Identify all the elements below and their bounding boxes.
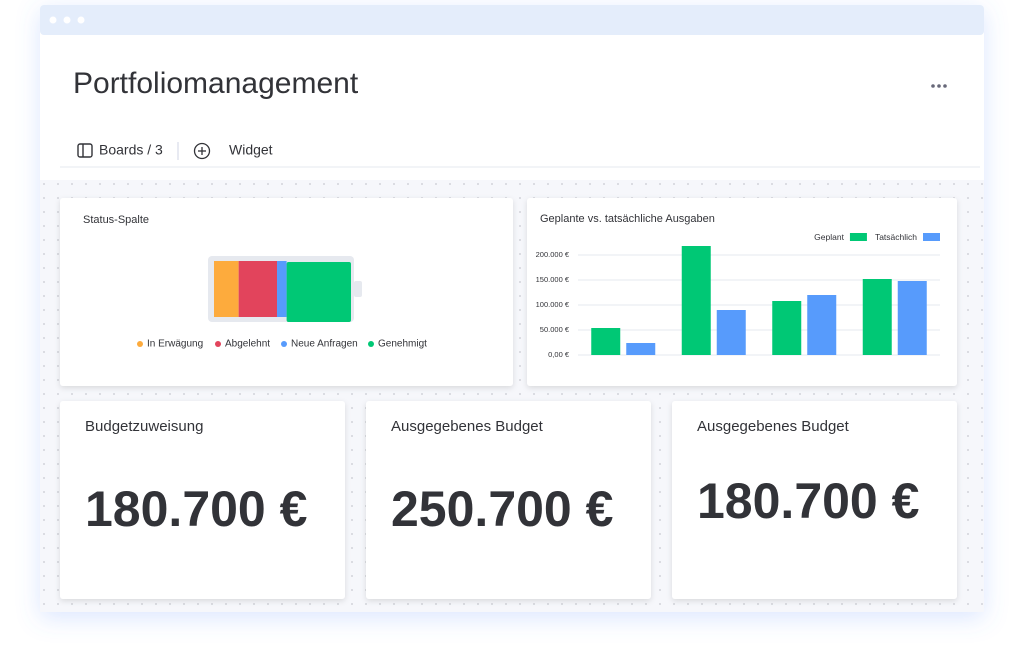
y-tick-label: 150.000 € bbox=[536, 275, 570, 284]
legend-dot bbox=[137, 341, 143, 347]
window-dot[interactable] bbox=[49, 16, 57, 24]
more-menu[interactable] bbox=[931, 84, 947, 88]
window-dot[interactable] bbox=[77, 16, 85, 24]
bar bbox=[897, 281, 927, 355]
status-title: Status-Spalte bbox=[83, 214, 149, 226]
battery-tip bbox=[354, 281, 362, 297]
y-tick-label: 0,00 € bbox=[548, 350, 570, 359]
legend-dot bbox=[281, 341, 287, 347]
kpi-title: Budgetzuweisung bbox=[85, 418, 203, 435]
kpi-card bbox=[672, 401, 957, 599]
page-title: Portfoliomanagement bbox=[73, 67, 359, 100]
legend-label: Geplant bbox=[814, 232, 844, 242]
bar bbox=[807, 295, 837, 355]
legend-dot bbox=[215, 341, 221, 347]
legend-label: Tatsächlich bbox=[875, 232, 917, 242]
legend-label: Neue Anfragen bbox=[291, 339, 358, 350]
y-tick-label: 50.000 € bbox=[540, 325, 570, 334]
bar bbox=[772, 301, 802, 355]
bar bbox=[591, 328, 621, 355]
y-tick-label: 100.000 € bbox=[536, 300, 570, 309]
title-bar bbox=[40, 5, 984, 35]
bar-title: Geplante vs. tatsächliche Ausgaben bbox=[540, 213, 715, 225]
battery-segment bbox=[286, 262, 351, 322]
kpi-card bbox=[60, 401, 345, 599]
bar bbox=[681, 246, 711, 355]
boards-label: Boards / 3 bbox=[99, 142, 163, 158]
legend-dot bbox=[368, 341, 374, 347]
battery-segment bbox=[238, 261, 278, 317]
y-tick-label: 200.000 € bbox=[536, 250, 570, 259]
kpi-value: 180.700 € bbox=[85, 481, 307, 537]
kpi-title: Ausgegebenes Budget bbox=[391, 418, 544, 435]
legend-swatch bbox=[849, 233, 867, 241]
bar bbox=[862, 279, 892, 355]
boards-button[interactable]: Boards / 3 bbox=[77, 142, 163, 158]
kpi-value: 250.700 € bbox=[391, 481, 613, 537]
bar-card bbox=[527, 198, 957, 386]
legend-label: Abgelehnt bbox=[225, 339, 270, 350]
add-widget-button[interactable]: Widget bbox=[193, 142, 273, 160]
legend-label: Genehmigt bbox=[378, 339, 427, 350]
bar bbox=[716, 310, 746, 355]
battery-segment bbox=[277, 261, 287, 317]
kpi-title: Ausgegebenes Budget bbox=[697, 418, 850, 435]
kpi-value: 180.700 € bbox=[697, 473, 919, 529]
bar bbox=[626, 343, 656, 355]
legend-label: In Erwägung bbox=[147, 339, 203, 350]
kpi-card bbox=[366, 401, 651, 599]
widget-label: Widget bbox=[229, 142, 273, 158]
window-dot[interactable] bbox=[63, 16, 71, 24]
battery-segment bbox=[214, 261, 239, 317]
legend-swatch bbox=[923, 233, 940, 241]
